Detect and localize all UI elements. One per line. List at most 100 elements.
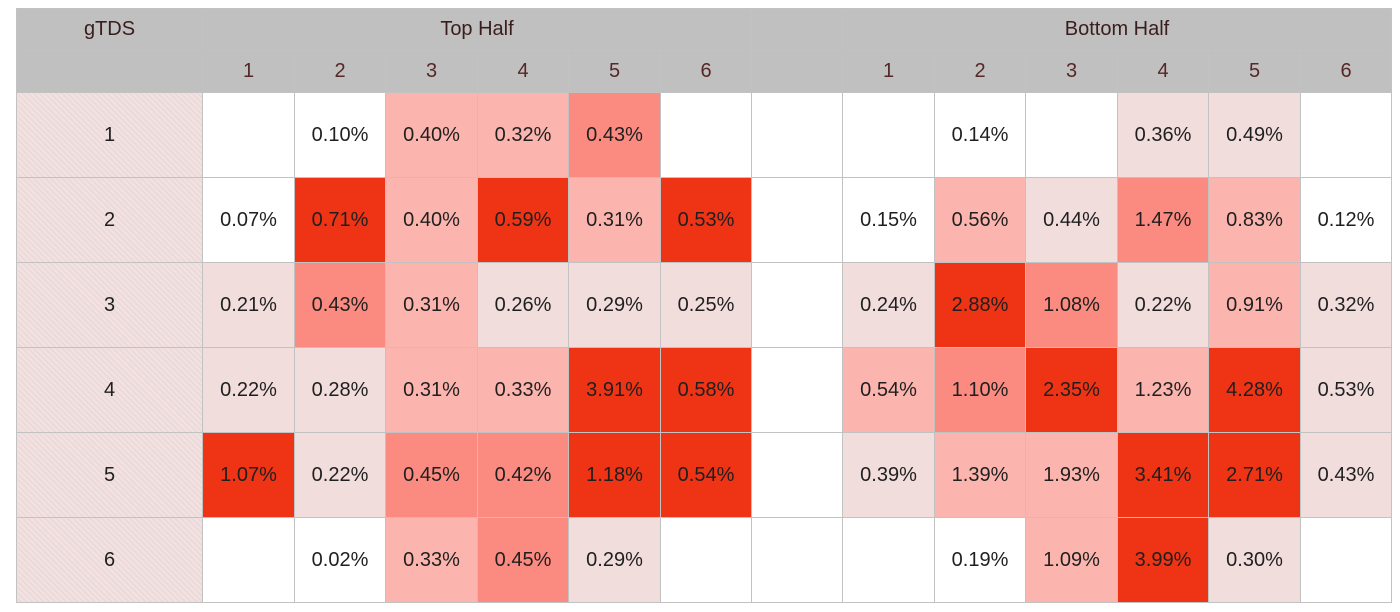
data-row: 1 0.10% 0.40% 0.32% 0.43% 0.14% 0.36% 0.49% [16,92,1392,178]
heatmap-cell: 4.28% [1208,347,1301,433]
corner-blank [16,50,203,93]
column-label: 1 [202,50,295,93]
data-row: 4 0.22% 0.28% 0.31% 0.33% 3.91% 0.58% 0.54% 1.10… [16,347,1392,433]
heatmap-cell: 0.42% [477,432,569,518]
group-gap-cell [751,432,843,518]
heatmap-cell: 2.35% [1025,347,1118,433]
heatmap-cell: 1.39% [934,432,1026,518]
column-label: 1 [842,50,935,93]
row-label: 1 [16,92,203,178]
row-label: 6 [16,517,203,603]
heatmap-cell: 0.83% [1208,177,1301,263]
heatmap-cell: 0.36% [1117,92,1209,178]
heatmap-cell: 0.02% [294,517,386,603]
heatmap-cell: 0.26% [477,262,569,348]
heatmap-cell: 0.54% [660,432,752,518]
heatmap-cell [1300,92,1392,178]
group-gap-header [751,8,843,51]
heatmap-cell: 0.07% [202,177,295,263]
heatmap-cell: 1.18% [568,432,661,518]
heatmap-cell: 0.21% [202,262,295,348]
heatmap-cell: 3.99% [1117,517,1209,603]
row-label: 2 [16,177,203,263]
heatmap-cell: 0.25% [660,262,752,348]
heatmap-cell [842,92,935,178]
row-label: 5 [16,432,203,518]
heatmap-cell: 1.23% [1117,347,1209,433]
column-label: 4 [1117,50,1209,93]
heatmap-cell: 0.44% [1025,177,1118,263]
heatmap-cell: 0.32% [477,92,569,178]
group-gap-cell [751,177,843,263]
heatmap-cell: 1.08% [1025,262,1118,348]
group-gap-cell [751,347,843,433]
heatmap-cell: 0.14% [934,92,1026,178]
heatmap-cell: 0.53% [660,177,752,263]
heatmap-cell: 0.29% [568,517,661,603]
data-row: 3 0.21% 0.43% 0.31% 0.26% 0.29% 0.25% 0.24% 2.88… [16,262,1392,348]
heatmap-cell: 0.22% [294,432,386,518]
column-label: 2 [934,50,1026,93]
corner-label: gTDS [16,8,203,51]
heatmap-cell: 0.59% [477,177,569,263]
heatmap-cell: 3.91% [568,347,661,433]
heatmap-cell: 1.47% [1117,177,1209,263]
column-label: 3 [1025,50,1118,93]
heatmap-cell [1300,517,1392,603]
data-row: 6 0.02% 0.33% 0.45% 0.29% 0.19% 1.09% 3.99% 0.30… [16,517,1392,603]
heatmap-cell: 0.19% [934,517,1026,603]
heatmap-cell: 1.09% [1025,517,1118,603]
column-label: 5 [1208,50,1301,93]
heatmap-cell: 0.31% [385,347,478,433]
heatmap-cell: 0.32% [1300,262,1392,348]
heatmap-cell: 0.58% [660,347,752,433]
heatmap-cell: 0.33% [477,347,569,433]
heatmap-cell: 0.54% [842,347,935,433]
heatmap-cell [202,92,295,178]
data-row: 5 1.07% 0.22% 0.45% 0.42% 1.18% 0.54% 0.39% 1.39… [16,432,1392,518]
top-half-header: Top Half [202,8,752,51]
heatmap-cell: 0.43% [1300,432,1392,518]
heatmap-cell: 0.71% [294,177,386,263]
heatmap-cell: 0.15% [842,177,935,263]
heatmap-cell: 0.43% [568,92,661,178]
group-gap-cell [751,262,843,348]
heatmap-cell: 0.24% [842,262,935,348]
heatmap-cell: 2.71% [1208,432,1301,518]
heatmap-cell: 0.28% [294,347,386,433]
heatmap-cell: 1.93% [1025,432,1118,518]
heatmap-cell: 0.56% [934,177,1026,263]
heatmap-cell: 1.07% [202,432,295,518]
heatmap-cell: 0.39% [842,432,935,518]
heatmap-cell: 0.31% [385,262,478,348]
heatmap-cell: 0.49% [1208,92,1301,178]
heatmap-cell: 0.43% [294,262,386,348]
heatmap-cell: 0.53% [1300,347,1392,433]
heatmap-cell: 0.91% [1208,262,1301,348]
column-label: 6 [660,50,752,93]
group-gap-header [751,50,843,93]
heatmap-cell: 0.10% [294,92,386,178]
heatmap-cell: 0.45% [385,432,478,518]
heatmap-cell [660,92,752,178]
group-gap-cell [751,92,843,178]
row-label: 3 [16,262,203,348]
group-header-row: gTDS Top Half Bottom Half [16,8,1392,51]
column-label: 2 [294,50,386,93]
heatmap-cell: 0.22% [202,347,295,433]
heatmap-cell: 0.31% [568,177,661,263]
heatmap-cell [660,517,752,603]
heatmap-cell: 1.10% [934,347,1026,433]
heatmap-cell: 0.33% [385,517,478,603]
heatmap-cell [842,517,935,603]
data-row: 2 0.07% 0.71% 0.40% 0.59% 0.31% 0.53% 0.15% 0.56… [16,177,1392,263]
column-label: 5 [568,50,661,93]
heatmap-cell: 0.40% [385,92,478,178]
bottom-half-header: Bottom Half [842,8,1392,51]
row-label: 4 [16,347,203,433]
heatmap-cell: 3.41% [1117,432,1209,518]
group-gap-cell [751,517,843,603]
heatmap-cell: 0.22% [1117,262,1209,348]
